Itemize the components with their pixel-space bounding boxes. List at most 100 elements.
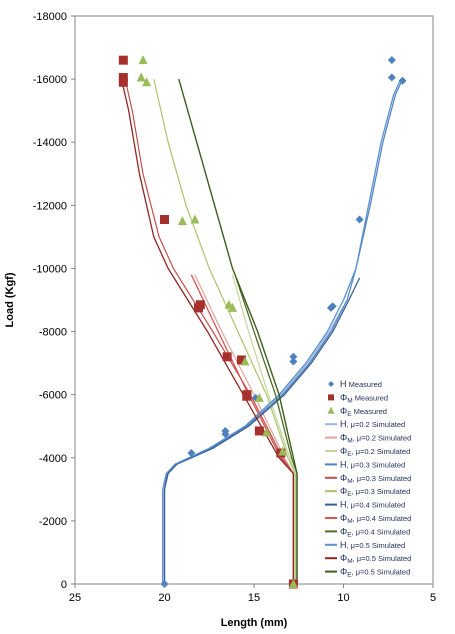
simulated-curve <box>120 78 295 584</box>
data-point-square <box>236 355 246 365</box>
data-point-triangle <box>138 55 148 65</box>
simulated-curve <box>153 78 296 584</box>
data-point-diamond <box>355 215 364 224</box>
legend-entry: H, μ=0.4 Simulated <box>325 500 405 510</box>
simulated-curve <box>124 78 294 584</box>
series-line <box>163 277 361 584</box>
legend-marker-swatch <box>328 394 334 401</box>
data-point-square <box>254 426 264 436</box>
simulated-curve <box>163 78 404 584</box>
data-point-square <box>242 390 252 400</box>
y-tick-label: -18000 <box>33 11 67 23</box>
data-point-square <box>118 77 128 87</box>
y-tick-label: -16000 <box>33 74 67 86</box>
series-measured <box>118 55 298 589</box>
series-line <box>153 78 296 584</box>
series-line <box>163 78 404 584</box>
y-tick-label: -8000 <box>39 327 67 339</box>
legend-label: ΦM, μ=0.2 Simulated <box>340 433 411 445</box>
legend-entry: H Measured <box>328 379 382 389</box>
legend-entry: H, μ=0.2 Simulated <box>325 419 405 429</box>
simulated-curve <box>162 78 402 584</box>
legend-entry: ΦM, μ=0.4 Simulated <box>325 513 411 525</box>
data-point-square <box>118 55 128 65</box>
data-point-triangle <box>136 72 146 82</box>
legend-label: ΦE, μ=0.2 Simulated <box>340 446 410 458</box>
legend-marker-swatch <box>327 406 335 414</box>
data-point-triangle <box>224 299 234 309</box>
legend-label: ΦM, μ=0.5 Simulated <box>340 553 411 565</box>
y-axis-title: Load (Kgf) <box>4 272 16 327</box>
data-point-square <box>118 73 128 83</box>
data-point-diamond <box>387 73 396 82</box>
series-line <box>178 78 298 584</box>
legend-entry: ΦM Measured <box>328 392 388 404</box>
simulated-curve <box>178 78 298 584</box>
data-point-square <box>160 215 169 225</box>
legend-label: ΦE Measured <box>340 406 387 418</box>
x-tick-label: 25 <box>69 592 81 604</box>
plot-frame <box>74 15 434 585</box>
series-line <box>162 78 402 584</box>
data-point-square <box>222 352 232 362</box>
x-tick-label: 10 <box>337 592 349 604</box>
legend-label: ΦE, μ=0.4 Simulated <box>340 526 410 538</box>
data-point-triangle <box>240 356 250 366</box>
data-point-triangle <box>190 214 200 224</box>
legend-entry: H, μ=0.3 Simulated <box>325 459 405 469</box>
series-line <box>120 78 295 584</box>
data-point-diamond <box>289 357 298 366</box>
series-measured <box>136 55 298 588</box>
data-point-triangle <box>262 427 272 437</box>
legend-label: H, μ=0.3 Simulated <box>340 459 405 469</box>
data-point-diamond <box>221 426 230 435</box>
data-point-diamond <box>398 76 407 85</box>
y-tick-label: -6000 <box>39 390 67 402</box>
data-point-triangle <box>177 216 187 226</box>
simulated-curve <box>163 277 361 584</box>
plot-area <box>74 15 434 585</box>
y-tick-label: -10000 <box>33 263 67 275</box>
data-point-triangle <box>254 392 264 402</box>
legend-marker-swatch <box>328 381 334 387</box>
legend-label: ΦE, μ=0.5 Simulated <box>340 567 410 579</box>
data-point-square <box>195 300 205 310</box>
legend-label: H, μ=0.4 Simulated <box>340 500 405 510</box>
data-point-triangle <box>142 77 152 87</box>
data-point-diamond <box>289 352 298 361</box>
data-point-diamond <box>328 302 337 311</box>
legend-label: H Measured <box>340 379 382 389</box>
legend-entry: ΦM, μ=0.5 Simulated <box>325 553 411 565</box>
legend-label: ΦM Measured <box>340 392 388 404</box>
data-point-triangle <box>288 579 298 588</box>
data-point-triangle <box>278 446 288 456</box>
x-tick-label: 5 <box>430 592 436 604</box>
series-measured <box>160 56 407 588</box>
legend-label: H, μ=0.5 Simulated <box>340 540 405 550</box>
legend-label: ΦM, μ=0.3 Simulated <box>340 473 411 485</box>
series-layer <box>118 55 407 589</box>
legend-label: ΦM, μ=0.4 Simulated <box>340 513 411 525</box>
legend-entry: ΦM, μ=0.2 Simulated <box>325 433 411 445</box>
y-tick-label: -14000 <box>33 137 67 149</box>
x-axis-title: Length (mm) <box>221 617 288 629</box>
legend-label: H, μ=0.2 Simulated <box>340 419 405 429</box>
y-tick-label: -2000 <box>39 516 67 528</box>
x-tick-label: 15 <box>248 592 260 604</box>
x-tick-label: 20 <box>158 592 170 604</box>
y-tick-label: -12000 <box>33 200 67 212</box>
data-point-diamond <box>251 393 260 402</box>
legend-label: ΦE, μ=0.3 Simulated <box>340 486 410 498</box>
legend-entry: ΦE, μ=0.5 Simulated <box>325 567 410 579</box>
legend-entry: ΦE, μ=0.4 Simulated <box>325 526 410 538</box>
y-tick-label: -4000 <box>39 453 67 465</box>
legend-entry: ΦM, μ=0.3 Simulated <box>325 473 411 485</box>
tick-labels: 25 20 15 10 5 0 -2000 -4000 -6000 -8000 -10000 -120… <box>33 11 436 604</box>
legend-entry: ΦE, μ=0.2 Simulated <box>325 446 410 458</box>
y-tick-label: 0 <box>61 579 67 591</box>
legend-entry: H, μ=0.5 Simulated <box>325 540 405 550</box>
legend-entry: ΦE, μ=0.3 Simulated <box>325 486 410 498</box>
series-line <box>124 78 294 584</box>
